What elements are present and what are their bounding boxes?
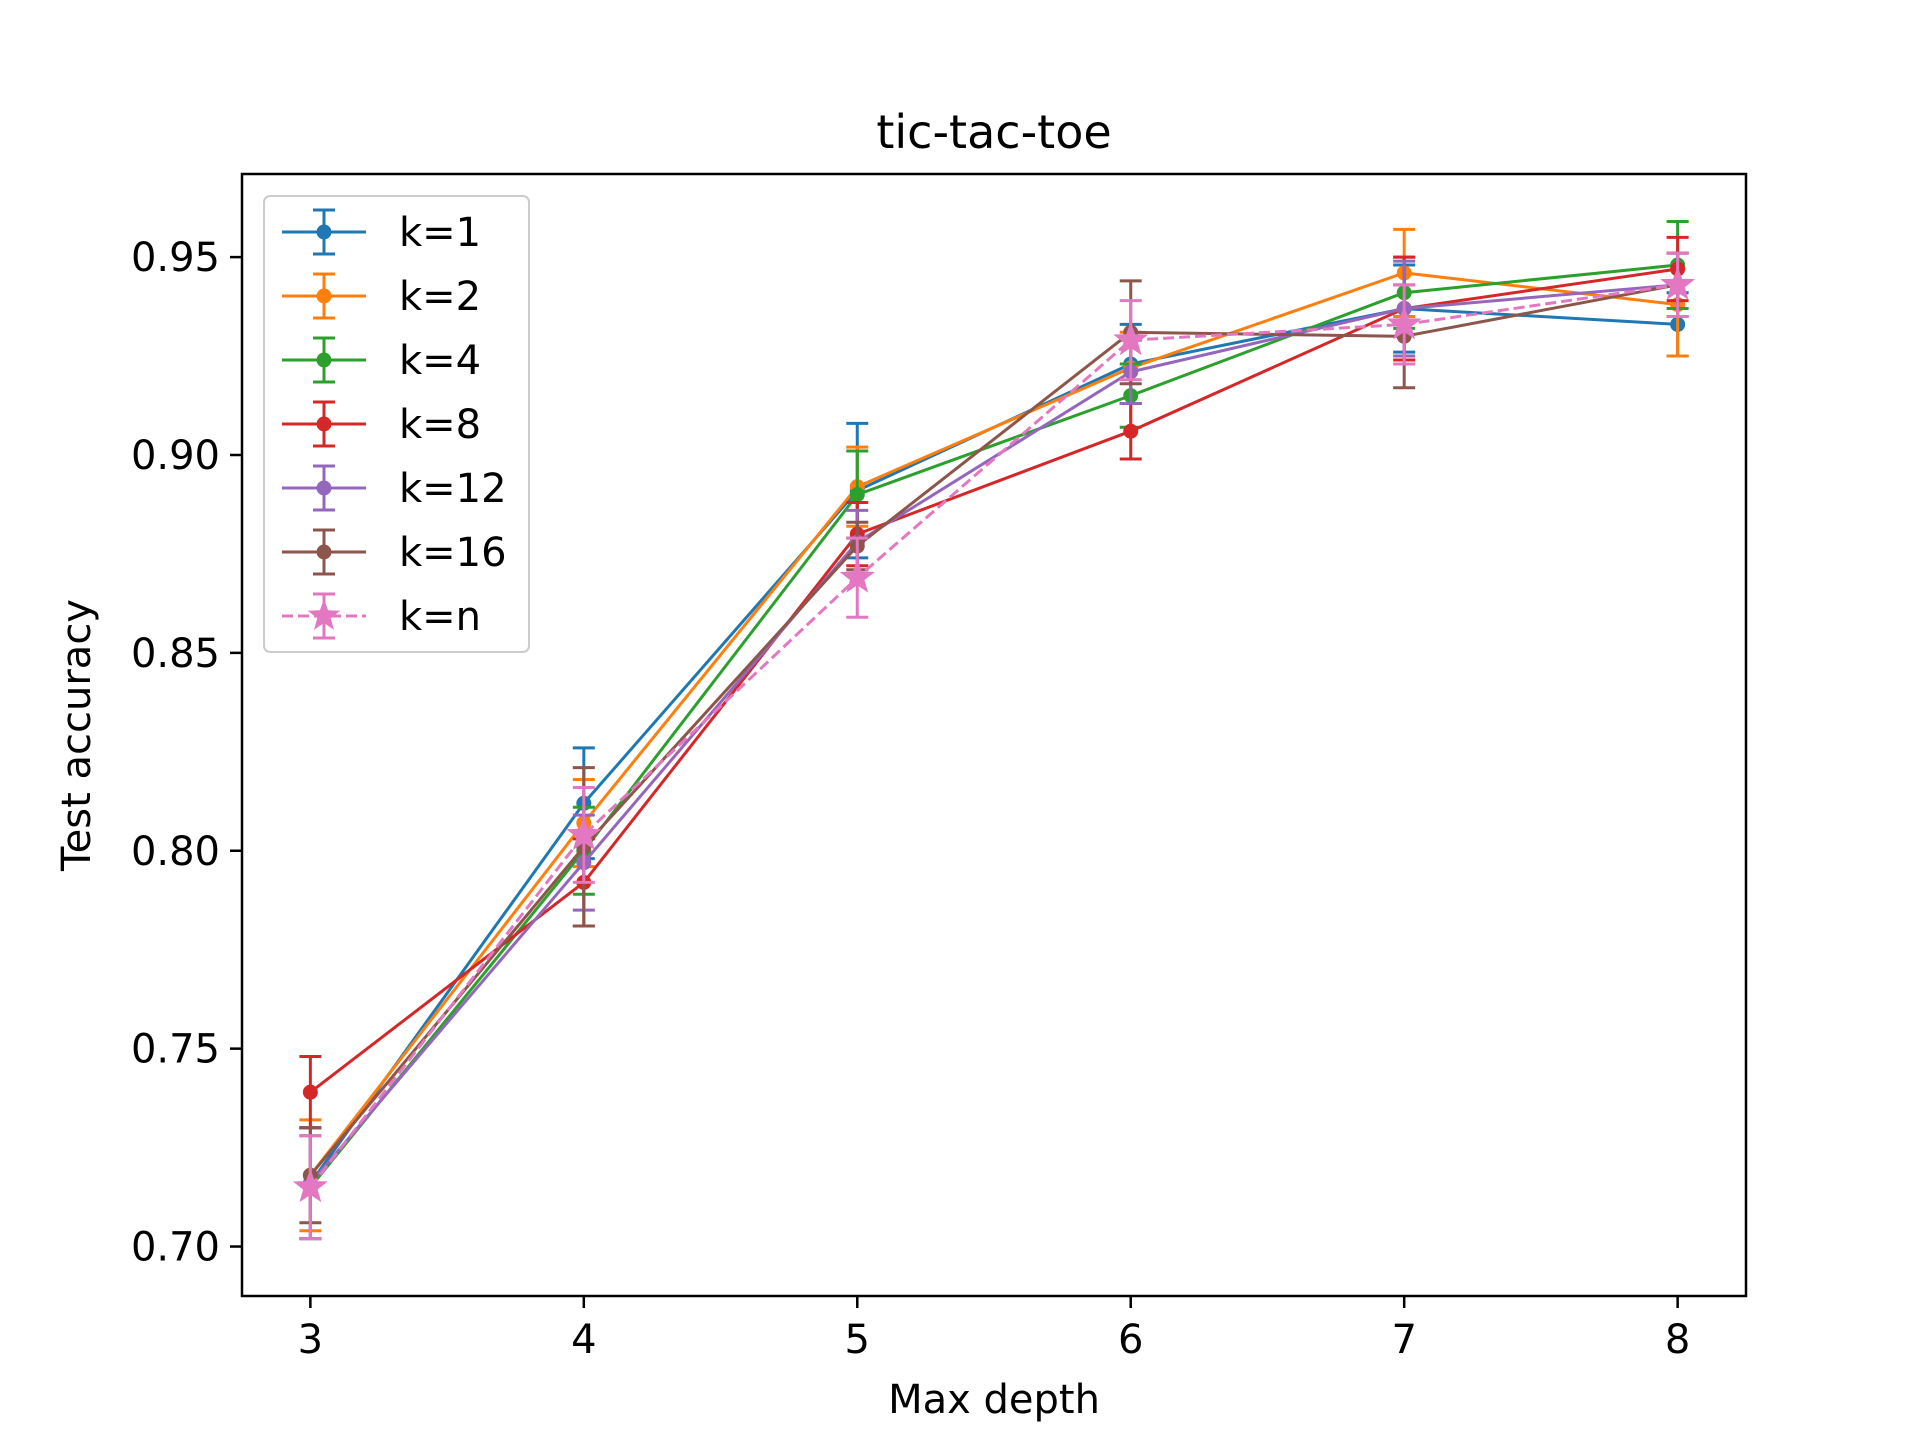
- y-axis-title: Test accuracy: [54, 599, 100, 872]
- legend-marker: [316, 352, 332, 368]
- x-tick-label: 6: [1118, 1317, 1143, 1363]
- legend-marker: [316, 416, 332, 432]
- x-tick-label: 8: [1665, 1317, 1690, 1363]
- x-tick-label: 4: [571, 1317, 596, 1363]
- x-tick-label: 3: [298, 1317, 323, 1363]
- legend-entry: k=2: [282, 272, 481, 320]
- y-tick-label: 0.70: [131, 1225, 220, 1271]
- legend-entry: k=12: [282, 464, 507, 512]
- data-point: [292, 1168, 328, 1203]
- y-tick-label: 0.85: [131, 631, 220, 677]
- legend-label: k=8: [399, 402, 481, 448]
- legend-label: k=1: [399, 210, 481, 256]
- series-k=n: [292, 251, 1696, 1241]
- series-line: [309, 271, 1678, 1177]
- axes-frame: [240, 172, 1748, 1298]
- legend-label: k=n: [399, 594, 481, 640]
- y-tick-label: 0.75: [131, 1027, 220, 1073]
- data-point: [566, 816, 602, 850]
- y-tick-label: 0.80: [131, 829, 220, 875]
- x-tick-label: 5: [845, 1317, 870, 1363]
- y-tick-label: 0.95: [131, 235, 220, 281]
- legend-label: k=16: [399, 530, 507, 576]
- series-line: [309, 283, 1678, 1177]
- data-point: [839, 559, 875, 593]
- legend-entry: k=n: [282, 592, 481, 640]
- legend-label: k=12: [399, 466, 507, 512]
- chart-title: tic-tac-toe: [876, 105, 1111, 159]
- data-point: [1123, 423, 1139, 439]
- data-point: [1660, 266, 1696, 300]
- x-axis-title: Max depth: [888, 1377, 1100, 1423]
- legend-marker: [316, 288, 332, 304]
- axes: 3 4 5 6 7 8 0.70 0.75 0.80 0.85 0.90 0.95: [131, 172, 1748, 1363]
- legend-box: [263, 195, 530, 653]
- legend-marker: [316, 480, 332, 496]
- legend-marker: [316, 224, 332, 240]
- x-tick-label: 7: [1391, 1317, 1416, 1363]
- data-point: [302, 1084, 318, 1100]
- legend-label: k=2: [399, 274, 481, 320]
- plot-area: [292, 219, 1696, 1241]
- data-point: [849, 487, 865, 503]
- legend-entry: k=4: [282, 336, 481, 384]
- legend: k=1 k=2 k=4 k=8 k=12 k=16 k=n: [263, 195, 530, 653]
- legend-marker: [316, 544, 332, 560]
- series-line: [309, 283, 1678, 1185]
- legend-label: k=4: [399, 338, 481, 384]
- legend-entry: k=1: [282, 208, 481, 256]
- legend-entry: k=8: [282, 400, 481, 448]
- series-line: [309, 263, 1678, 1189]
- legend-entry: k=16: [282, 528, 507, 576]
- data-point: [1386, 305, 1422, 340]
- legend-marker: [307, 599, 341, 630]
- data-point: [1113, 321, 1149, 356]
- series-line: [309, 283, 1678, 1189]
- y-tick-label: 0.90: [131, 433, 220, 479]
